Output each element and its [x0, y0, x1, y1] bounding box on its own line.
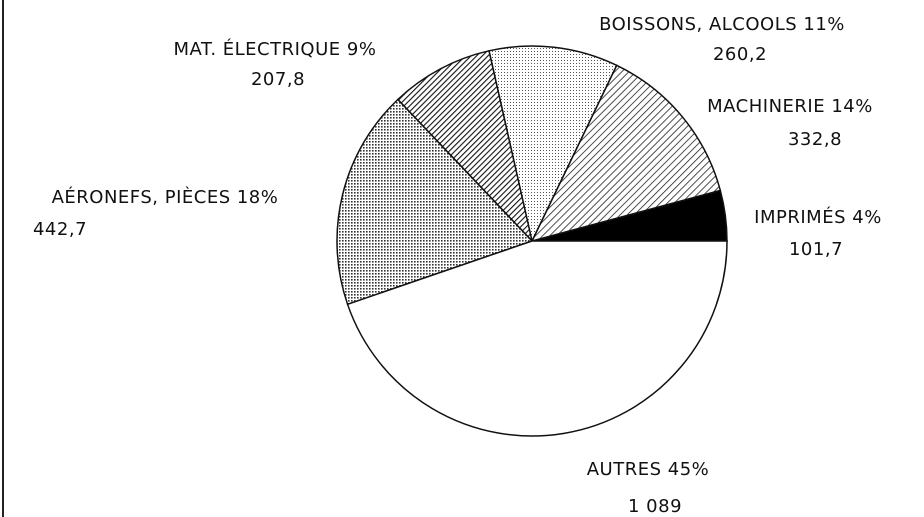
category-name: AUTRES: [587, 459, 662, 480]
category-name: IMPRIMÉS: [754, 206, 846, 228]
slice-label: IMPRIMÉS 4%: [754, 206, 882, 228]
slice-label: AÉRONEFS, PIÈCES 18%: [52, 186, 279, 208]
category-name: AÉRONEFS, PIÈCES: [52, 186, 231, 208]
slice-label: BOISSONS, ALCOOLS 11%: [599, 14, 845, 35]
pie-slice: [488, 45, 618, 244]
amount-label: 101,7: [789, 239, 843, 260]
pie-slice: [396, 49, 534, 244]
amount-label: 442,7: [33, 219, 87, 240]
category-name: MACHINERIE: [707, 96, 825, 117]
amount-label: 1 089: [628, 496, 682, 517]
amount-label: 260,2: [713, 44, 767, 65]
percent-label: 4%: [852, 207, 882, 228]
slice-label: MAT. ÉLECTRIQUE 9%: [174, 38, 377, 60]
percent-label: 11%: [803, 14, 845, 35]
percent-label: 45%: [668, 459, 710, 480]
amount-label: 332,8: [788, 129, 842, 150]
amount-label: 207,8: [251, 69, 305, 90]
category-name: BOISSONS, ALCOOLS: [599, 14, 797, 35]
slice-label: AUTRES 45%: [587, 459, 710, 480]
category-name: MAT. ÉLECTRIQUE: [174, 38, 341, 60]
percent-label: 9%: [347, 39, 377, 60]
slice-label: MACHINERIE 14%: [707, 96, 873, 117]
percent-label: 18%: [237, 187, 279, 208]
pie-slice: [346, 240, 728, 437]
percent-label: 14%: [831, 96, 873, 117]
pie-slice: [530, 64, 722, 243]
pie-slice: [336, 98, 534, 306]
